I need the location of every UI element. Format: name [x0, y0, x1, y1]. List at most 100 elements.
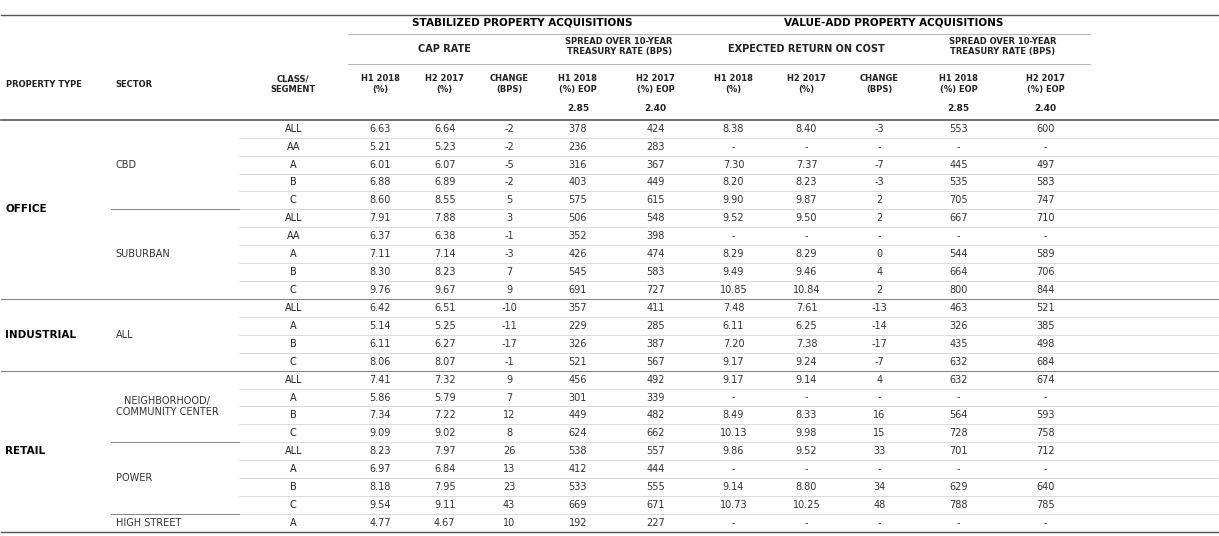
Text: 16: 16	[873, 411, 886, 420]
Text: -: -	[1043, 142, 1047, 152]
Text: 4.67: 4.67	[434, 518, 456, 528]
Text: H2 2017
(%) EOP: H2 2017 (%) EOP	[636, 75, 675, 94]
Text: -: -	[731, 142, 735, 152]
Text: 6.89: 6.89	[434, 177, 456, 188]
Text: 710: 710	[1036, 213, 1054, 224]
Text: ALL: ALL	[284, 303, 302, 313]
Text: ALL: ALL	[284, 446, 302, 456]
Text: CHANGE
(BPS): CHANGE (BPS)	[490, 75, 529, 94]
Text: CLASS/
SEGMENT: CLASS/ SEGMENT	[271, 75, 316, 94]
Text: 8.60: 8.60	[369, 196, 391, 205]
Text: 7: 7	[506, 392, 512, 403]
Text: 7.34: 7.34	[369, 411, 391, 420]
Text: -3: -3	[875, 177, 884, 188]
Text: A: A	[290, 160, 296, 169]
Text: 8.80: 8.80	[796, 482, 817, 492]
Text: -: -	[1043, 231, 1047, 241]
Text: 7.48: 7.48	[723, 303, 745, 313]
Text: 8.30: 8.30	[369, 267, 391, 277]
Text: 48: 48	[873, 500, 886, 510]
Text: 378: 378	[568, 124, 588, 133]
Text: 705: 705	[950, 196, 968, 205]
Text: C: C	[290, 356, 296, 367]
Text: -11: -11	[501, 321, 517, 331]
Text: 671: 671	[646, 500, 666, 510]
Text: 5: 5	[506, 196, 512, 205]
Text: 548: 548	[646, 213, 666, 224]
Text: 444: 444	[646, 464, 664, 474]
Text: SUBURBAN: SUBURBAN	[116, 249, 171, 259]
Text: 6.88: 6.88	[369, 177, 391, 188]
Text: -1: -1	[505, 231, 514, 241]
Text: 463: 463	[950, 303, 968, 313]
Text: 664: 664	[950, 267, 968, 277]
Text: 669: 669	[569, 500, 588, 510]
Text: 7.30: 7.30	[723, 160, 745, 169]
Text: 9.49: 9.49	[723, 267, 745, 277]
Text: 8.29: 8.29	[723, 249, 745, 259]
Text: 747: 747	[1036, 196, 1054, 205]
Text: 9.02: 9.02	[434, 428, 456, 438]
Text: 34: 34	[873, 482, 886, 492]
Text: 662: 662	[646, 428, 666, 438]
Text: 9: 9	[506, 285, 512, 295]
Text: 43: 43	[503, 500, 516, 510]
Text: 301: 301	[569, 392, 588, 403]
Text: -: -	[878, 464, 881, 474]
Text: 5.21: 5.21	[369, 142, 391, 152]
Text: 456: 456	[568, 375, 588, 385]
Text: A: A	[290, 464, 296, 474]
Text: 8.06: 8.06	[369, 356, 391, 367]
Text: 445: 445	[950, 160, 968, 169]
Text: 4.77: 4.77	[369, 518, 391, 528]
Text: 7.22: 7.22	[434, 411, 456, 420]
Text: B: B	[290, 482, 296, 492]
Text: 632: 632	[950, 375, 968, 385]
Text: -: -	[805, 142, 808, 152]
Text: 5.14: 5.14	[369, 321, 391, 331]
Text: C: C	[290, 196, 296, 205]
Text: -: -	[731, 231, 735, 241]
Text: 339: 339	[646, 392, 664, 403]
Text: 9.24: 9.24	[796, 356, 817, 367]
Text: 9.52: 9.52	[723, 213, 745, 224]
Text: -: -	[731, 464, 735, 474]
Text: 7.38: 7.38	[796, 339, 817, 349]
Text: A: A	[290, 321, 296, 331]
Text: 535: 535	[950, 177, 968, 188]
Text: 398: 398	[646, 231, 664, 241]
Text: 567: 567	[646, 356, 666, 367]
Text: 227: 227	[646, 518, 666, 528]
Text: 712: 712	[1036, 446, 1054, 456]
Text: 403: 403	[569, 177, 588, 188]
Text: 2.85: 2.85	[947, 103, 969, 113]
Text: 8.23: 8.23	[369, 446, 391, 456]
Text: SPREAD OVER 10-YEAR
TREASURY RATE (BPS): SPREAD OVER 10-YEAR TREASURY RATE (BPS)	[566, 37, 673, 56]
Text: 8.18: 8.18	[369, 482, 391, 492]
Text: 575: 575	[568, 196, 588, 205]
Text: -: -	[805, 231, 808, 241]
Text: 521: 521	[1036, 303, 1054, 313]
Text: C: C	[290, 428, 296, 438]
Text: 6.07: 6.07	[434, 160, 456, 169]
Text: 8.29: 8.29	[796, 249, 817, 259]
Text: 3: 3	[506, 213, 512, 224]
Text: 8: 8	[506, 428, 512, 438]
Text: A: A	[290, 392, 296, 403]
Text: 10.13: 10.13	[719, 428, 747, 438]
Text: 12: 12	[503, 411, 516, 420]
Text: 8.23: 8.23	[796, 177, 817, 188]
Text: -: -	[957, 231, 961, 241]
Text: 9.52: 9.52	[796, 446, 818, 456]
Text: 4: 4	[876, 267, 883, 277]
Text: 727: 727	[646, 285, 666, 295]
Text: 33: 33	[873, 446, 886, 456]
Text: NEIGHBORHOOD/
COMMUNITY CENTER: NEIGHBORHOOD/ COMMUNITY CENTER	[116, 396, 218, 418]
Text: H1 2018
(%) EOP: H1 2018 (%) EOP	[939, 75, 978, 94]
Text: 583: 583	[646, 267, 666, 277]
Text: CAP RATE: CAP RATE	[418, 44, 471, 54]
Text: 367: 367	[646, 160, 666, 169]
Text: 674: 674	[1036, 375, 1054, 385]
Text: H2 2017
(%): H2 2017 (%)	[425, 75, 464, 94]
Text: 5.25: 5.25	[434, 321, 456, 331]
